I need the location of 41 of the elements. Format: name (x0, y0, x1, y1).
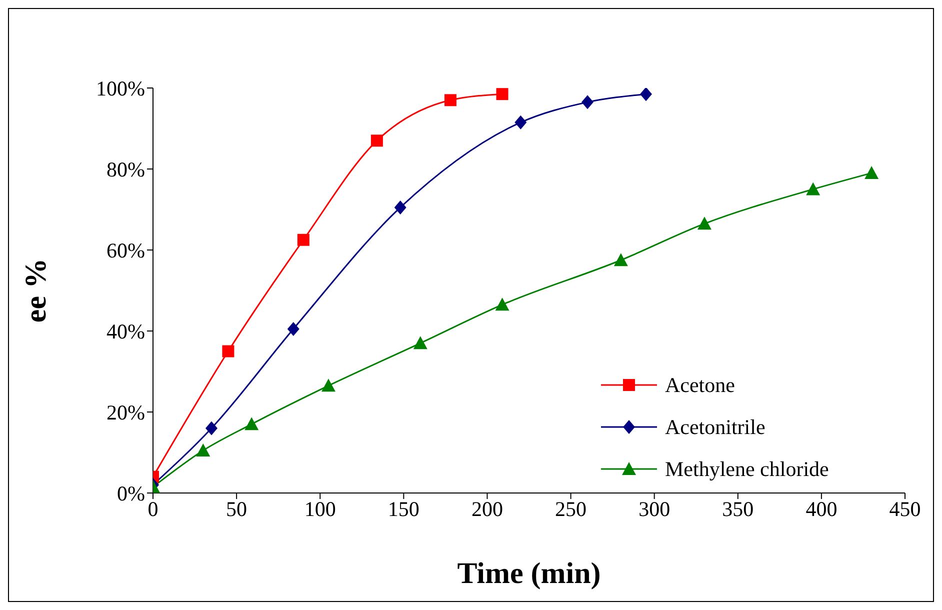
x-tick-label: 100 (304, 496, 336, 521)
point (495, 298, 510, 311)
y-tick-label: 20% (106, 400, 145, 424)
point (297, 234, 310, 246)
legend-label: Methylene chloride (665, 456, 829, 482)
x-tick-label: 450 (889, 496, 921, 521)
point (614, 253, 628, 266)
y-tick-label: 80% (106, 157, 145, 182)
point (287, 322, 300, 336)
x-tick-label: 350 (722, 496, 754, 521)
y-tick-label: 100% (96, 76, 145, 100)
y-tick-label: 60% (106, 238, 145, 262)
x-tick-label: 0 (148, 496, 158, 521)
y-tick-label: 40% (106, 319, 145, 344)
point (514, 115, 527, 130)
x-tick-label: 50 (226, 496, 248, 521)
point (864, 166, 879, 180)
legend-label: Acetonitrile (665, 414, 766, 440)
y-tick-label: 0% (117, 481, 145, 506)
point (370, 134, 383, 147)
legend-label: Acetone (665, 372, 735, 398)
point (496, 88, 508, 100)
point (394, 200, 406, 214)
point (244, 417, 259, 430)
x-tick-label: 400 (806, 496, 838, 521)
point (222, 345, 234, 358)
point (581, 95, 594, 110)
point (697, 216, 712, 230)
point (640, 88, 652, 102)
x-tick-label: 250 (555, 496, 587, 521)
x-tick-label: 300 (638, 496, 670, 521)
y-axis-title: ee % (20, 258, 53, 323)
x-tick-label: 200 (471, 496, 503, 521)
point (196, 443, 210, 456)
x-axis-title: Time (min) (457, 557, 601, 590)
point (413, 336, 428, 350)
point (321, 378, 336, 392)
point (205, 421, 218, 436)
x-tick-label: 150 (388, 496, 420, 521)
point (444, 94, 456, 106)
point (806, 182, 820, 196)
